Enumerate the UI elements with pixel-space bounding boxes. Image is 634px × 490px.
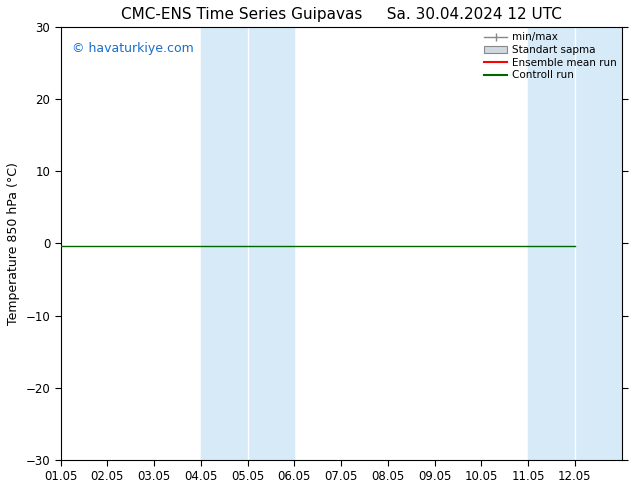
Legend: min/max, Standart sapma, Ensemble mean run, Controll run: min/max, Standart sapma, Ensemble mean r… <box>481 29 619 83</box>
Bar <box>528 27 621 460</box>
Y-axis label: Temperature 850 hPa (°C): Temperature 850 hPa (°C) <box>7 162 20 325</box>
Text: © havaturkiye.com: © havaturkiye.com <box>72 43 193 55</box>
Title: CMC-ENS Time Series Guipavas     Sa. 30.04.2024 12 UTC: CMC-ENS Time Series Guipavas Sa. 30.04.2… <box>120 7 562 22</box>
Bar <box>201 27 294 460</box>
